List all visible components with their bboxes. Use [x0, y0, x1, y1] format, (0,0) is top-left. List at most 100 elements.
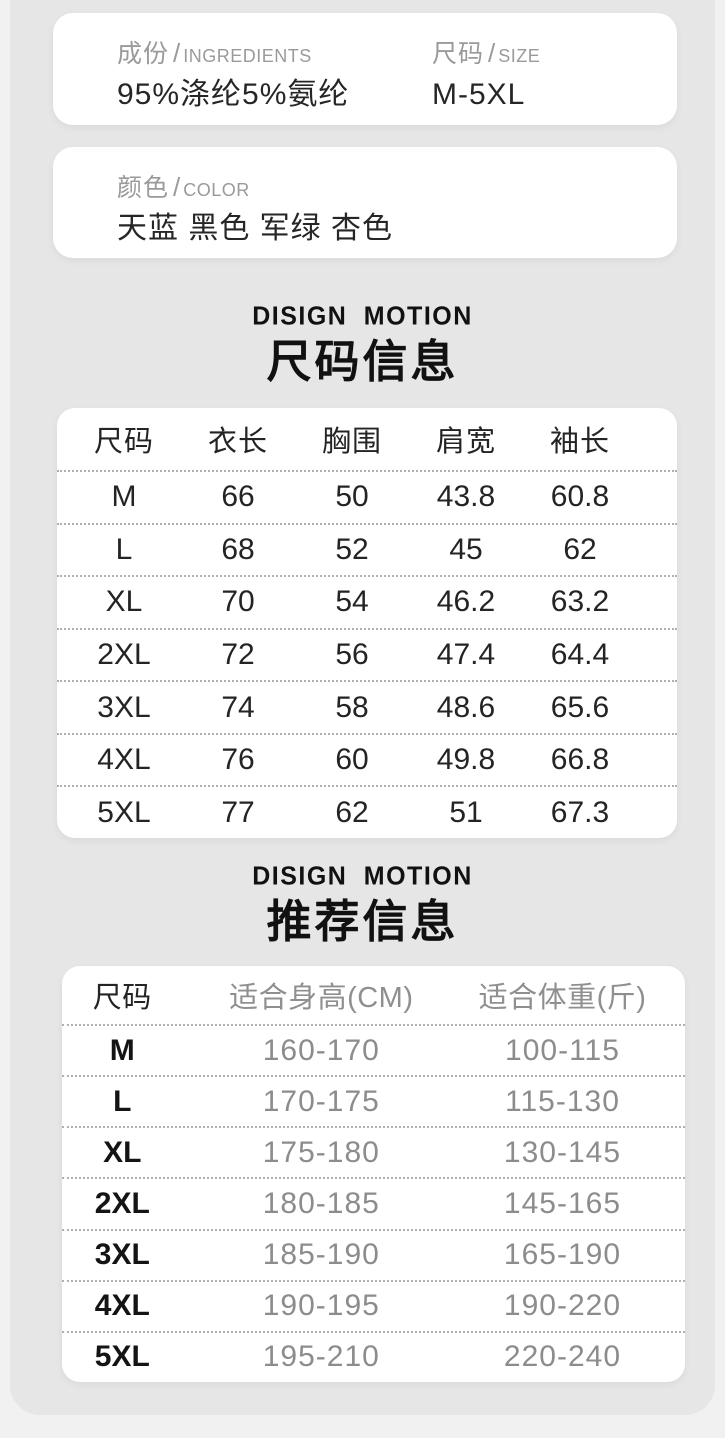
- table-cell: 54: [335, 585, 369, 619]
- table-cell: 130-145: [503, 1135, 622, 1169]
- brand-name: DISIGN MOTION: [252, 861, 473, 891]
- table-row: 5XL 77 62 51 67.3: [57, 787, 677, 838]
- table-cell: 56: [335, 638, 369, 672]
- table-row: XL 175-180 130-145: [62, 1128, 685, 1180]
- label-slash: /: [173, 172, 181, 202]
- table-cell: 5XL: [97, 795, 151, 829]
- table-cell: 适合体重(斤): [478, 982, 647, 1014]
- table-cell: 170-175: [262, 1084, 380, 1118]
- table-cell: 190-220: [503, 1289, 622, 1323]
- label-slash: /: [173, 38, 181, 68]
- table-cell: 60.8: [550, 480, 610, 514]
- table-cell: 尺码: [93, 426, 154, 458]
- table-cell: M: [111, 480, 137, 514]
- table-cell: 67.3: [550, 795, 610, 829]
- table-cell: 52: [335, 532, 369, 566]
- table-cell: L: [115, 532, 133, 566]
- table-cell: 115-130: [505, 1084, 620, 1118]
- brand-name: DISIGN MOTION: [252, 301, 473, 331]
- size-measurements-table: 尺码 衣长 胸围 肩宽 袖长 M 66 50 43.8 60.8 L 68 52 45 62 XL 70 54 46…: [57, 408, 677, 838]
- size-range-label-en: SIZE: [498, 46, 541, 66]
- table-cell: L: [113, 1084, 132, 1118]
- table-cell: 5XL: [94, 1340, 150, 1374]
- table-cell: 适合身高(CM): [229, 982, 414, 1014]
- table-cell: 175-180: [262, 1135, 380, 1169]
- table-cell: 63.2: [550, 585, 610, 619]
- table-cell: 43.8: [436, 480, 496, 514]
- color-card: 颜色 / COLOR 天蓝 黑色 军绿 杏色: [53, 147, 677, 258]
- table-row: 4XL 190-195 190-220: [62, 1282, 685, 1333]
- table-cell: 62: [335, 795, 369, 829]
- table-cell: 145-165: [503, 1186, 622, 1220]
- color-value: 天蓝 黑色 军绿 杏色: [117, 212, 394, 245]
- table-cell: 165-190: [503, 1238, 622, 1272]
- table-row: 2XL 180-185 145-165: [62, 1179, 685, 1231]
- table-cell: 衣长: [207, 426, 268, 458]
- table-header-row: 尺码 适合身高(CM) 适合体重(斤): [62, 966, 685, 1026]
- table-row: 4XL 76 60 49.8 66.8: [57, 735, 677, 788]
- color-field: 颜色 / COLOR 天蓝 黑色 军绿 杏色: [117, 171, 432, 252]
- table-cell: 60: [335, 743, 369, 777]
- table-cell: 3XL: [94, 1238, 150, 1272]
- color-label-en: COLOR: [183, 180, 250, 200]
- table-cell: 195-210: [262, 1340, 380, 1374]
- size-info-title: 尺码信息: [266, 336, 459, 387]
- ingredients-value: 95%涤纶5%氨纶: [117, 78, 350, 111]
- table-cell: 65.6: [550, 690, 610, 724]
- table-row: XL 70 54 46.2 63.2: [57, 577, 677, 630]
- ingredients-label-zh: 成份: [117, 40, 170, 68]
- table-cell: 2XL: [94, 1186, 150, 1220]
- ingredients-field: 成份 / INGREDIENTS 95%涤纶5%氨纶: [117, 37, 432, 118]
- table-cell: XL: [105, 585, 143, 619]
- color-label: 颜色 / COLOR: [117, 171, 432, 206]
- table-cell: XL: [103, 1135, 142, 1169]
- ingredients-size-card: 成份 / INGREDIENTS 95%涤纶5%氨纶 尺码 / SIZE M-5XL: [53, 13, 677, 125]
- table-header-row: 尺码 衣长 胸围 肩宽 袖长: [57, 408, 677, 472]
- table-cell: M: [109, 1033, 135, 1067]
- recommendation-table: 尺码 适合身高(CM) 适合体重(斤) M 160-170 100-115 L 170-175…: [62, 966, 685, 1382]
- table-cell: 尺码: [92, 982, 152, 1014]
- table-cell: 2XL: [97, 638, 151, 672]
- table-cell: 47.4: [436, 638, 496, 672]
- ingredients-label: 成份 / INGREDIENTS: [117, 37, 432, 72]
- table-cell: 51: [449, 795, 483, 829]
- table-cell: 肩宽: [435, 426, 496, 458]
- size-info-section-header: DISIGN MOTION 尺码信息: [0, 301, 725, 390]
- table-row: 2XL 72 56 47.4 64.4: [57, 630, 677, 683]
- table-cell: 66.8: [550, 743, 610, 777]
- table-row: 3XL 74 58 48.6 65.6: [57, 682, 677, 735]
- table-cell: 77: [221, 795, 255, 829]
- table-cell: 3XL: [97, 690, 151, 724]
- table-cell: 袖长: [549, 426, 610, 458]
- size-range-label-zh: 尺码: [432, 40, 485, 68]
- table-cell: 62: [563, 532, 597, 566]
- table-cell: 66: [221, 480, 255, 514]
- table-cell: 70: [221, 585, 255, 619]
- table-row: M 66 50 43.8 60.8: [57, 472, 677, 525]
- recommendation-title: 推荐信息: [266, 896, 459, 947]
- size-range-field: 尺码 / SIZE M-5XL: [432, 37, 677, 118]
- table-cell: 180-185: [262, 1186, 380, 1220]
- size-range-label: 尺码 / SIZE: [432, 37, 677, 72]
- table-cell: 100-115: [505, 1033, 620, 1067]
- table-cell: 50: [335, 480, 369, 514]
- table-cell: 72: [221, 638, 255, 672]
- table-row: 5XL 195-210 220-240: [62, 1333, 685, 1382]
- label-slash: /: [488, 38, 496, 68]
- table-cell: 76: [221, 743, 255, 777]
- table-cell: 160-170: [262, 1033, 380, 1067]
- table-cell: 64.4: [550, 638, 610, 672]
- table-row: L 170-175 115-130: [62, 1077, 685, 1129]
- table-cell: 46.2: [436, 585, 496, 619]
- table-cell: 胸围: [321, 426, 382, 458]
- table-cell: 74: [221, 690, 255, 724]
- table-cell: 48.6: [436, 690, 496, 724]
- table-cell: 220-240: [503, 1340, 622, 1374]
- table-cell: 4XL: [94, 1289, 150, 1323]
- table-cell: 68: [221, 532, 255, 566]
- table-cell: 49.8: [436, 743, 496, 777]
- color-label-zh: 颜色: [117, 174, 170, 202]
- table-row: 3XL 185-190 165-190: [62, 1231, 685, 1282]
- recommendation-section-header: DISIGN MOTION 推荐信息: [0, 861, 725, 950]
